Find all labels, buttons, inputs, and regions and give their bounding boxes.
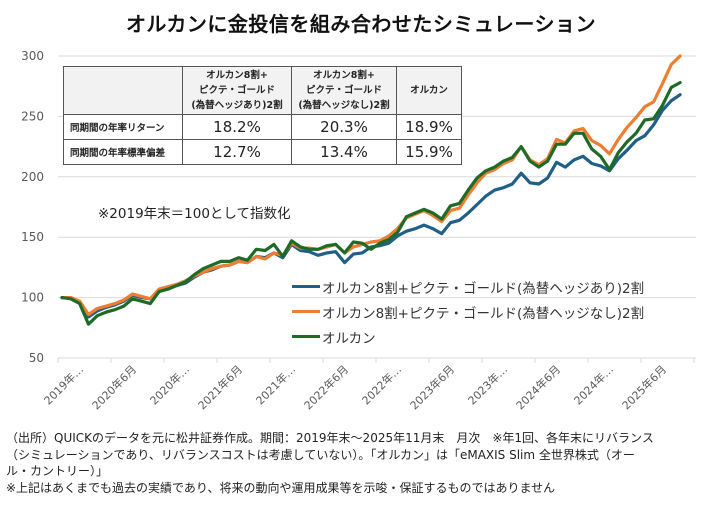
legend-swatch-unhedged	[292, 309, 320, 314]
header-line: オルカン8割+	[313, 70, 375, 81]
stats-col-header-hedged: オルカン8割+ ピクテ・ゴールド (為替ヘッジあり)2割	[182, 66, 292, 115]
x-tick-label: 2021年6月	[195, 362, 245, 412]
stats-cell: 20.3%	[291, 114, 397, 140]
stats-cell: 18.9%	[396, 114, 462, 140]
legend-swatch-orkan	[292, 334, 320, 339]
legend-swatch-hedged	[292, 284, 320, 289]
stats-table-header-row: オルカン8割+ ピクテ・ゴールド (為替ヘッジあり)2割 オルカン8割+ ピクテ…	[63, 66, 462, 115]
legend-item-unhedged: オルカン8割+ピクテ・ゴールド(為替ヘッジなし)2割	[292, 299, 644, 324]
stats-col-header-orkan: オルカン	[396, 66, 462, 115]
legend-label: オルカン8割+ピクテ・ゴールド(為替ヘッジあり)2割	[322, 280, 645, 297]
y-tick-label: 150	[21, 230, 44, 244]
legend-label: オルカン	[322, 330, 376, 347]
stats-row-label: 同期間の年率標準偏差	[63, 139, 183, 165]
legend-item-orkan: オルカン	[292, 324, 644, 349]
stats-cell: 12.7%	[182, 139, 292, 165]
x-tick-label: 2021年…	[253, 362, 298, 407]
x-tick-label: 2023年…	[465, 362, 510, 407]
header-line: ピクテ・ゴールド	[305, 85, 382, 96]
stats-row-annual-return: 同期間の年率リターン 18.2% 20.3% 18.9%	[63, 114, 462, 140]
stats-cell: 18.2%	[182, 114, 292, 140]
series-line-orkan	[60, 80, 682, 326]
stats-cell: 15.9%	[396, 139, 462, 165]
x-axis: 2019年… 2020年6月 2020年… 2021年6月 2021年… 2022年6月 2…	[41, 358, 695, 412]
y-tick-label: 200	[21, 170, 44, 184]
stats-cell: 13.4%	[291, 139, 397, 165]
x-tick-label: 2023年6月	[407, 362, 457, 412]
footnote-line: （出所）QUICKのデータを元に松井証券作成。期間：2019年末～2025年11…	[6, 431, 654, 445]
stats-row-label: 同期間の年率リターン	[63, 114, 183, 140]
header-line: (為替ヘッジあり)2割	[191, 100, 283, 111]
stats-table: オルカン8割+ ピクテ・ゴールド (為替ヘッジあり)2割 オルカン8割+ ピクテ…	[63, 66, 462, 165]
y-tick-label: 300	[21, 49, 44, 63]
x-tick-label: 2022年…	[359, 362, 404, 407]
legend-item-hedged: オルカン8割+ピクテ・ゴールド(為替ヘッジあり)2割	[292, 274, 644, 299]
series-lines	[60, 54, 682, 326]
index-note: ※2019年末＝100として指数化	[98, 206, 291, 222]
footnote-line: ※上記はあくまでも過去の実績であり、将来の動向や運用成果等を示唆・保証するもので…	[6, 480, 556, 495]
x-tick-label: 2020年6月	[89, 362, 139, 412]
y-tick-label: 100	[21, 291, 44, 305]
legend: オルカン8割+ピクテ・ゴールド(為替ヘッジあり)2割 オルカン8割+ピクテ・ゴー…	[292, 274, 644, 349]
header-line: オルカン	[410, 85, 448, 96]
legend-label: オルカン8割+ピクテ・ゴールド(為替ヘッジなし)2割	[322, 305, 645, 322]
footnote-line: ル・カントリー）」	[6, 464, 109, 478]
y-tick-label: 50	[29, 351, 44, 365]
y-tick-label: 250	[21, 109, 44, 123]
x-tick-label: 2020年…	[147, 362, 192, 407]
stats-table-corner	[63, 66, 183, 115]
chart-title: オルカンに金投信を組み合わせたシミュレーション	[125, 12, 597, 36]
header-line: オルカン8割+	[206, 70, 268, 81]
footnote-line: （シミュレーションであり、リバランスコストは考慮していない）。「オルカン」は「e…	[6, 447, 635, 462]
header-line: ピクテ・ゴールド	[198, 85, 275, 96]
source-footnote: （出所）QUICKのデータを元に松井証券作成。期間：2019年末～2025年11…	[6, 430, 718, 496]
x-tick-label: 2025年6月	[619, 362, 669, 412]
stats-row-annual-stdev: 同期間の年率標準偏差 12.7% 13.4% 15.9%	[63, 139, 462, 165]
stats-col-header-unhedged: オルカン8割+ ピクテ・ゴールド (為替ヘッジなし)2割	[291, 66, 397, 115]
y-axis: 50 100 150 200 250 300	[21, 49, 44, 365]
x-tick-label: 2024年…	[571, 362, 616, 407]
x-tick-label: 2024年6月	[513, 362, 563, 412]
series-line-unhedged	[60, 54, 682, 317]
header-line: (為替ヘッジなし)2割	[298, 100, 390, 111]
x-tick-label: 2022年6月	[301, 362, 351, 412]
x-tick-label: 2019年…	[41, 362, 86, 407]
